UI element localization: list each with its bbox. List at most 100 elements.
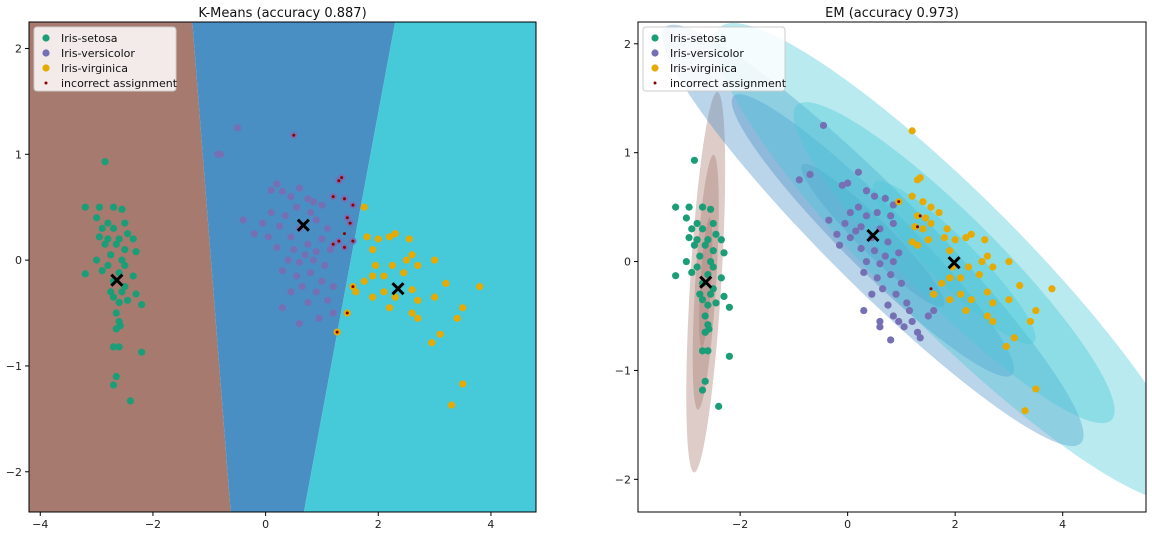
- data-point-2-57: [323, 296, 332, 304]
- data-point-3-19: [408, 286, 416, 294]
- data-point-1-11: [712, 230, 720, 238]
- incorrect-point-3: [340, 176, 344, 180]
- data-point-1-4: [109, 203, 118, 211]
- data-point-3-5: [908, 192, 916, 200]
- data-point-1-12: [95, 233, 104, 241]
- data-point-1-47: [126, 397, 134, 405]
- data-point-1-23: [104, 261, 112, 270]
- data-point-2-16: [825, 216, 833, 224]
- incorrect-point-8: [348, 221, 352, 225]
- data-point-2-52: [298, 282, 306, 291]
- data-point-3-8: [408, 251, 416, 259]
- data-point-3-3: [385, 233, 394, 241]
- data-point-1-13: [104, 235, 112, 243]
- data-point-2-3: [233, 124, 242, 132]
- data-point-1-28: [717, 274, 725, 282]
- data-point-1-34: [109, 293, 118, 301]
- data-point-2-60: [278, 304, 287, 312]
- data-point-2-37: [897, 279, 906, 287]
- data-point-2-50: [900, 323, 908, 331]
- x-tick-label: 4: [487, 518, 494, 531]
- data-point-1-3: [685, 203, 693, 211]
- data-point-2-33: [889, 257, 897, 266]
- data-point-2-53: [312, 288, 320, 296]
- data-point-1-45: [112, 372, 120, 381]
- data-point-2-2: [214, 150, 222, 158]
- y-tick-label: 0: [15, 254, 22, 267]
- data-point-2-40: [868, 290, 876, 298]
- chart-panel-1: −4 −2 0 2 4 −2 −1 0 1 2 K-Means (accuracy 0.887) Ir…: [6, 6, 537, 531]
- data-point-1-41: [705, 325, 713, 333]
- data-point-2-45: [295, 258, 303, 266]
- data-point-3-12: [388, 261, 396, 270]
- data-point-2-24: [276, 222, 284, 230]
- data-point-2-7: [862, 187, 871, 195]
- data-point-1-36: [115, 298, 123, 307]
- data-point-1-47: [715, 402, 723, 410]
- legend-label-4: incorrect assignment: [670, 77, 787, 90]
- data-point-2-12: [318, 201, 326, 209]
- legend-marker-3: [651, 64, 659, 72]
- data-point-1-42: [698, 347, 707, 355]
- x-tick-label: 0: [262, 518, 269, 531]
- data-point-1-7: [693, 219, 701, 228]
- legend-label-1: Iris-setosa: [670, 32, 727, 45]
- data-point-2-55: [930, 306, 938, 315]
- data-point-2-27: [323, 224, 332, 232]
- data-point-3-28: [408, 309, 416, 317]
- data-point-3-5: [363, 233, 371, 241]
- incorrect-point-7: [345, 216, 349, 220]
- incorrect-point-1: [929, 287, 933, 291]
- incorrect-point-15: [345, 311, 349, 315]
- data-point-3-21: [476, 282, 484, 291]
- data-point-2-5: [273, 180, 281, 188]
- data-point-2-22: [239, 216, 247, 224]
- data-point-3-30: [453, 314, 461, 322]
- data-point-2-39: [892, 290, 900, 298]
- data-point-1-24: [709, 263, 717, 271]
- data-point-1-35: [712, 299, 720, 307]
- data-point-1-6: [93, 214, 101, 222]
- data-point-3-21: [913, 241, 922, 249]
- data-point-1-32: [706, 290, 715, 298]
- data-point-2-22: [833, 230, 841, 238]
- data-point-3-31: [414, 314, 422, 322]
- data-point-3-36: [1016, 281, 1024, 290]
- data-point-2-49: [292, 272, 301, 280]
- y-tick-label: 2: [624, 38, 631, 51]
- data-point-3-33: [938, 279, 946, 287]
- data-point-3-13: [927, 219, 935, 228]
- data-point-3-35: [983, 288, 992, 296]
- data-point-2-48: [278, 267, 287, 275]
- axes-frame: [28, 21, 537, 513]
- y-tick-label: −2: [6, 466, 22, 479]
- data-point-1-17: [701, 241, 709, 249]
- data-point-3-41: [989, 299, 997, 307]
- decision-region-2: [192, 22, 396, 512]
- chart-title: K-Means (accuracy 0.887): [198, 6, 366, 21]
- data-point-1-7: [104, 219, 112, 227]
- data-point-3-38: [930, 290, 938, 298]
- data-point-2-11: [889, 201, 897, 209]
- data-point-1-24: [121, 261, 129, 270]
- data-point-1-44: [138, 348, 146, 356]
- data-point-3-33: [428, 339, 436, 347]
- incorrect-point-6: [351, 203, 355, 207]
- data-point-2-17: [841, 219, 849, 228]
- data-point-2-42: [312, 248, 320, 256]
- data-point-2-9: [881, 194, 889, 202]
- data-point-2-33: [304, 240, 312, 248]
- data-point-1-43: [115, 343, 123, 351]
- data-point-1-1: [101, 158, 109, 166]
- incorrect-point-16: [351, 285, 355, 289]
- legend-label-2: Iris-versicolor: [670, 47, 744, 60]
- data-point-2-50: [307, 269, 315, 277]
- data-point-2-17: [281, 212, 289, 220]
- data-point-3-16: [400, 269, 408, 277]
- data-point-2-20: [889, 219, 897, 228]
- data-point-3-2: [391, 230, 399, 238]
- data-point-1-16: [690, 241, 699, 249]
- data-point-3-20: [442, 279, 450, 288]
- data-point-1-26: [98, 267, 106, 275]
- data-point-1-38: [701, 312, 709, 320]
